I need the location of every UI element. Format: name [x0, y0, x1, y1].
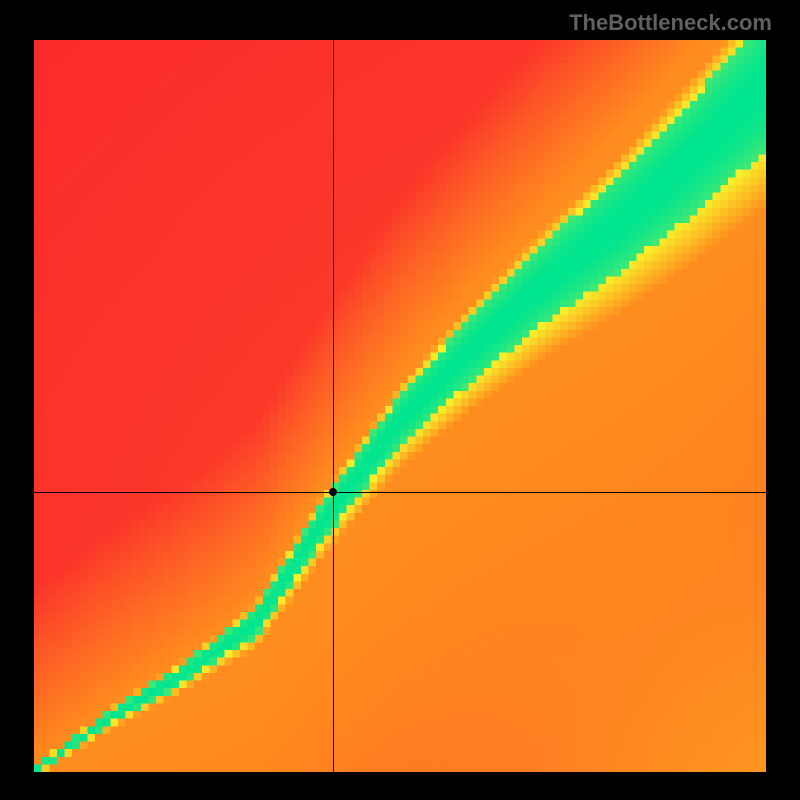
crosshair-horizontal [34, 492, 766, 493]
attribution-text: TheBottleneck.com [569, 10, 772, 36]
chart-container: TheBottleneck.com [0, 0, 800, 800]
crosshair-marker [329, 488, 337, 496]
crosshair-vertical [333, 40, 334, 772]
bottleneck-heatmap [34, 40, 766, 772]
